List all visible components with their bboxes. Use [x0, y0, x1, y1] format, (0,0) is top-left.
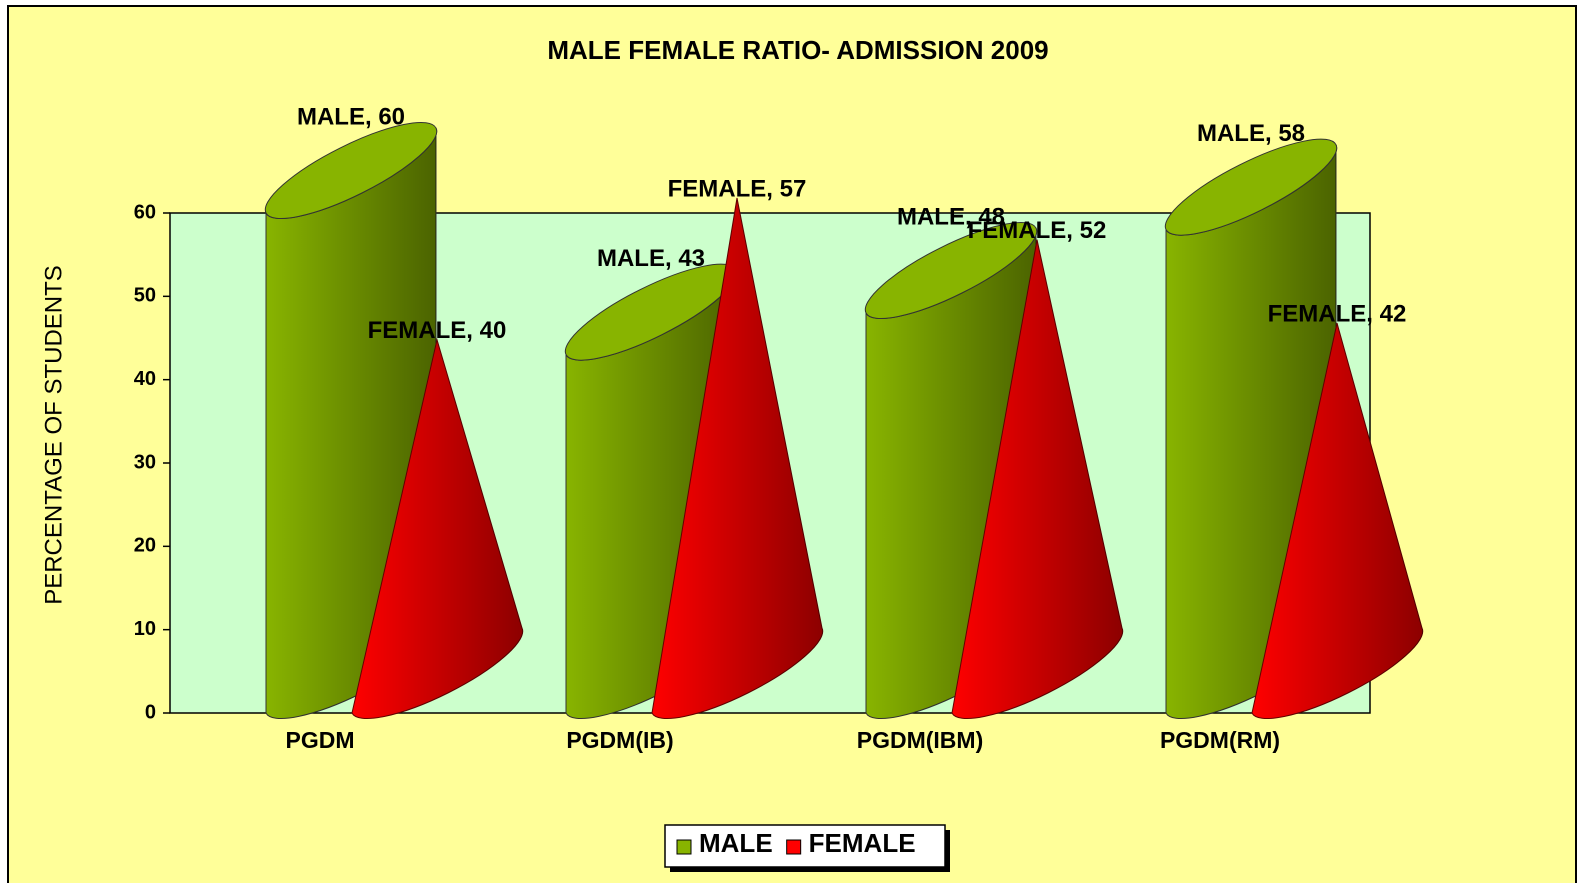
y-tick-label: 50: [134, 285, 156, 307]
x-tick-label: PGDM(IBM): [857, 727, 983, 753]
bar-shade: [352, 339, 523, 719]
data-label: FEMALE, 57: [668, 175, 807, 202]
x-tick-label: PGDM(IB): [566, 727, 673, 753]
x-tick-label: PGDM: [286, 727, 355, 753]
bar-top: [864, 221, 1038, 320]
x-tick-label: PGDM(RM): [1160, 727, 1280, 753]
bar-shade: [652, 198, 823, 719]
data-label: FEMALE, 42: [1268, 300, 1407, 327]
legend-label: MALE: [699, 828, 773, 858]
data-label: MALE, 60: [297, 103, 405, 130]
y-tick-label: 30: [134, 451, 156, 473]
bar-shade: [952, 239, 1123, 719]
legend-swatch: [786, 839, 802, 855]
chart-title: MALE FEMALE RATIO- ADMISSION 2009: [547, 35, 1048, 65]
data-label: MALE, 48: [897, 203, 1005, 230]
y-axis-label: PERCENTAGE OF STUDENTS: [40, 265, 67, 605]
data-label: FEMALE, 52: [968, 217, 1107, 244]
y-tick-label: 40: [134, 368, 156, 390]
data-label: MALE, 43: [597, 245, 705, 272]
legend-swatch: [676, 839, 692, 855]
y-tick-label: 0: [145, 701, 156, 723]
bar-shade: [1252, 323, 1423, 719]
y-tick-label: 10: [134, 618, 156, 640]
data-label: FEMALE, 40: [368, 317, 507, 344]
bar-top: [1164, 138, 1338, 236]
data-label: MALE, 58: [1197, 120, 1305, 147]
y-tick-label: 60: [134, 201, 156, 223]
y-tick-label: 20: [134, 535, 156, 557]
legend-label: FEMALE: [809, 828, 916, 858]
bar-top: [264, 121, 438, 220]
legend: [664, 824, 946, 868]
